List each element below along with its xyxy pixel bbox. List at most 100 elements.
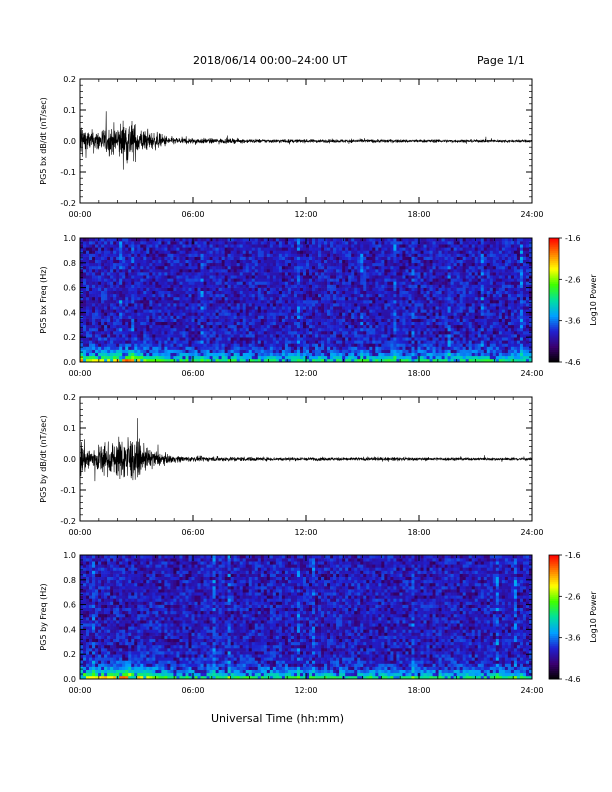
spectrogram-cell [86,241,90,245]
spectrogram-cell [257,296,262,301]
spectrogram-cell [363,293,367,298]
spectrogram-cell [167,244,171,248]
spectrogram-cell [224,349,228,353]
spectrogram-cell [158,269,162,273]
spectrogram-cell [119,284,123,288]
spectrogram-cell [287,352,292,357]
spectrogram-cell [414,293,418,298]
spectrogram-cell [275,259,280,264]
spectrogram-cell [345,238,349,242]
spectrogram-cell [128,293,132,298]
spectrogram-cell [158,306,162,310]
spectrogram-cell [396,337,400,341]
spectrogram-cell [272,349,277,353]
spectrogram-cell [203,275,207,279]
spectrogram-cell [315,321,319,326]
spectrogram-cell [375,269,379,273]
spectrogram-cell [191,272,195,276]
spectrogram-cell [209,352,213,357]
spectrogram-cell [420,340,424,344]
spectrogram-cell [149,300,153,304]
spectrogram-cell [116,321,120,326]
spectrogram-cell [281,259,286,264]
spectrogram-cell [366,238,370,242]
spectrogram-cell [423,358,427,363]
spectrogram-cell [296,315,301,319]
spectrogram-cell [233,259,237,264]
spectrogram-cell [272,343,277,347]
spectrogram-cell [354,321,358,326]
spectrogram-cell [426,262,430,267]
spectrogram-cell [408,303,412,307]
spectrogram-cell [119,300,123,304]
spectrogram-cell [125,337,129,341]
spectrogram-cell [348,315,352,319]
spectrogram-cell [426,296,430,301]
spectrogram-cell [140,343,144,347]
spectrogram-cell [278,262,283,267]
spectrogram-cell [206,256,210,260]
spectrogram-cell [158,287,162,291]
spectrogram-cell [242,352,247,357]
spectrogram-cell [131,321,135,326]
spectrogram-cell [140,355,144,360]
spectrogram-cell [95,300,99,304]
spectrogram-cell [98,343,102,347]
spectrogram-cell [191,296,195,301]
spectrogram-cell [104,343,108,347]
spectrogram-cell [137,290,141,295]
spectrogram-cell [221,340,225,344]
spectrogram-cell [348,312,352,316]
spectrogram-cell [197,275,201,279]
spectrogram-cell [269,275,274,279]
spectrogram-cell [218,253,222,257]
spectrogram-cell [128,321,132,326]
spectrogram-cell [420,321,424,326]
spectrogram-cell [435,349,439,353]
spectrogram-cell [339,287,343,291]
spectrogram-cell [306,306,310,310]
spectrogram-cell [251,293,256,298]
spectrogram-cell [221,278,225,282]
spectrogram-cell [110,241,114,245]
spectrogram-cell [218,318,222,322]
spectrogram-cell [245,287,250,291]
spectrogram-cell [140,324,144,329]
spectrogram-cell [306,324,310,329]
spectrogram-cell [315,309,319,313]
spectrogram-cell [263,343,268,347]
spectrogram-cell [152,318,156,322]
spectrogram-cell [188,253,192,257]
spectrogram-cell [363,262,367,267]
spectrogram-cell [98,324,102,329]
spectrogram-cell [372,318,376,322]
spectrogram-cell [330,247,334,251]
spectrogram-cell [131,349,135,353]
spectrogram-cell [384,321,388,326]
spectrogram-cell [245,327,250,332]
spectrogram-cell [441,241,445,245]
spectrogram-cell [146,284,150,288]
spectrogram-cell [146,334,150,338]
spectrogram-cell [315,262,319,267]
spectrogram-cell [251,262,256,267]
spectrogram-cell [257,269,262,273]
spectrogram-cell [128,358,132,363]
spectrogram-cell [248,352,253,357]
spectrogram-cell [351,327,355,332]
spectrogram-cell [423,306,427,310]
spectrogram-cell [363,306,367,310]
spectrogram-cell [233,247,237,251]
spectrogram-cell [402,244,406,248]
spectrogram-cell [161,259,165,264]
spectrogram-cell [188,241,192,245]
spectrogram-cell [357,331,361,335]
spectrogram-cell [393,337,397,341]
spectrogram-cell [125,250,129,254]
spectrogram-cell [366,309,370,313]
spectrogram-cell [110,337,114,341]
spectrogram-cell [405,318,409,322]
spectrogram-cell [384,324,388,329]
spectrogram-cell [339,256,343,260]
spectrogram-cell [345,300,349,304]
